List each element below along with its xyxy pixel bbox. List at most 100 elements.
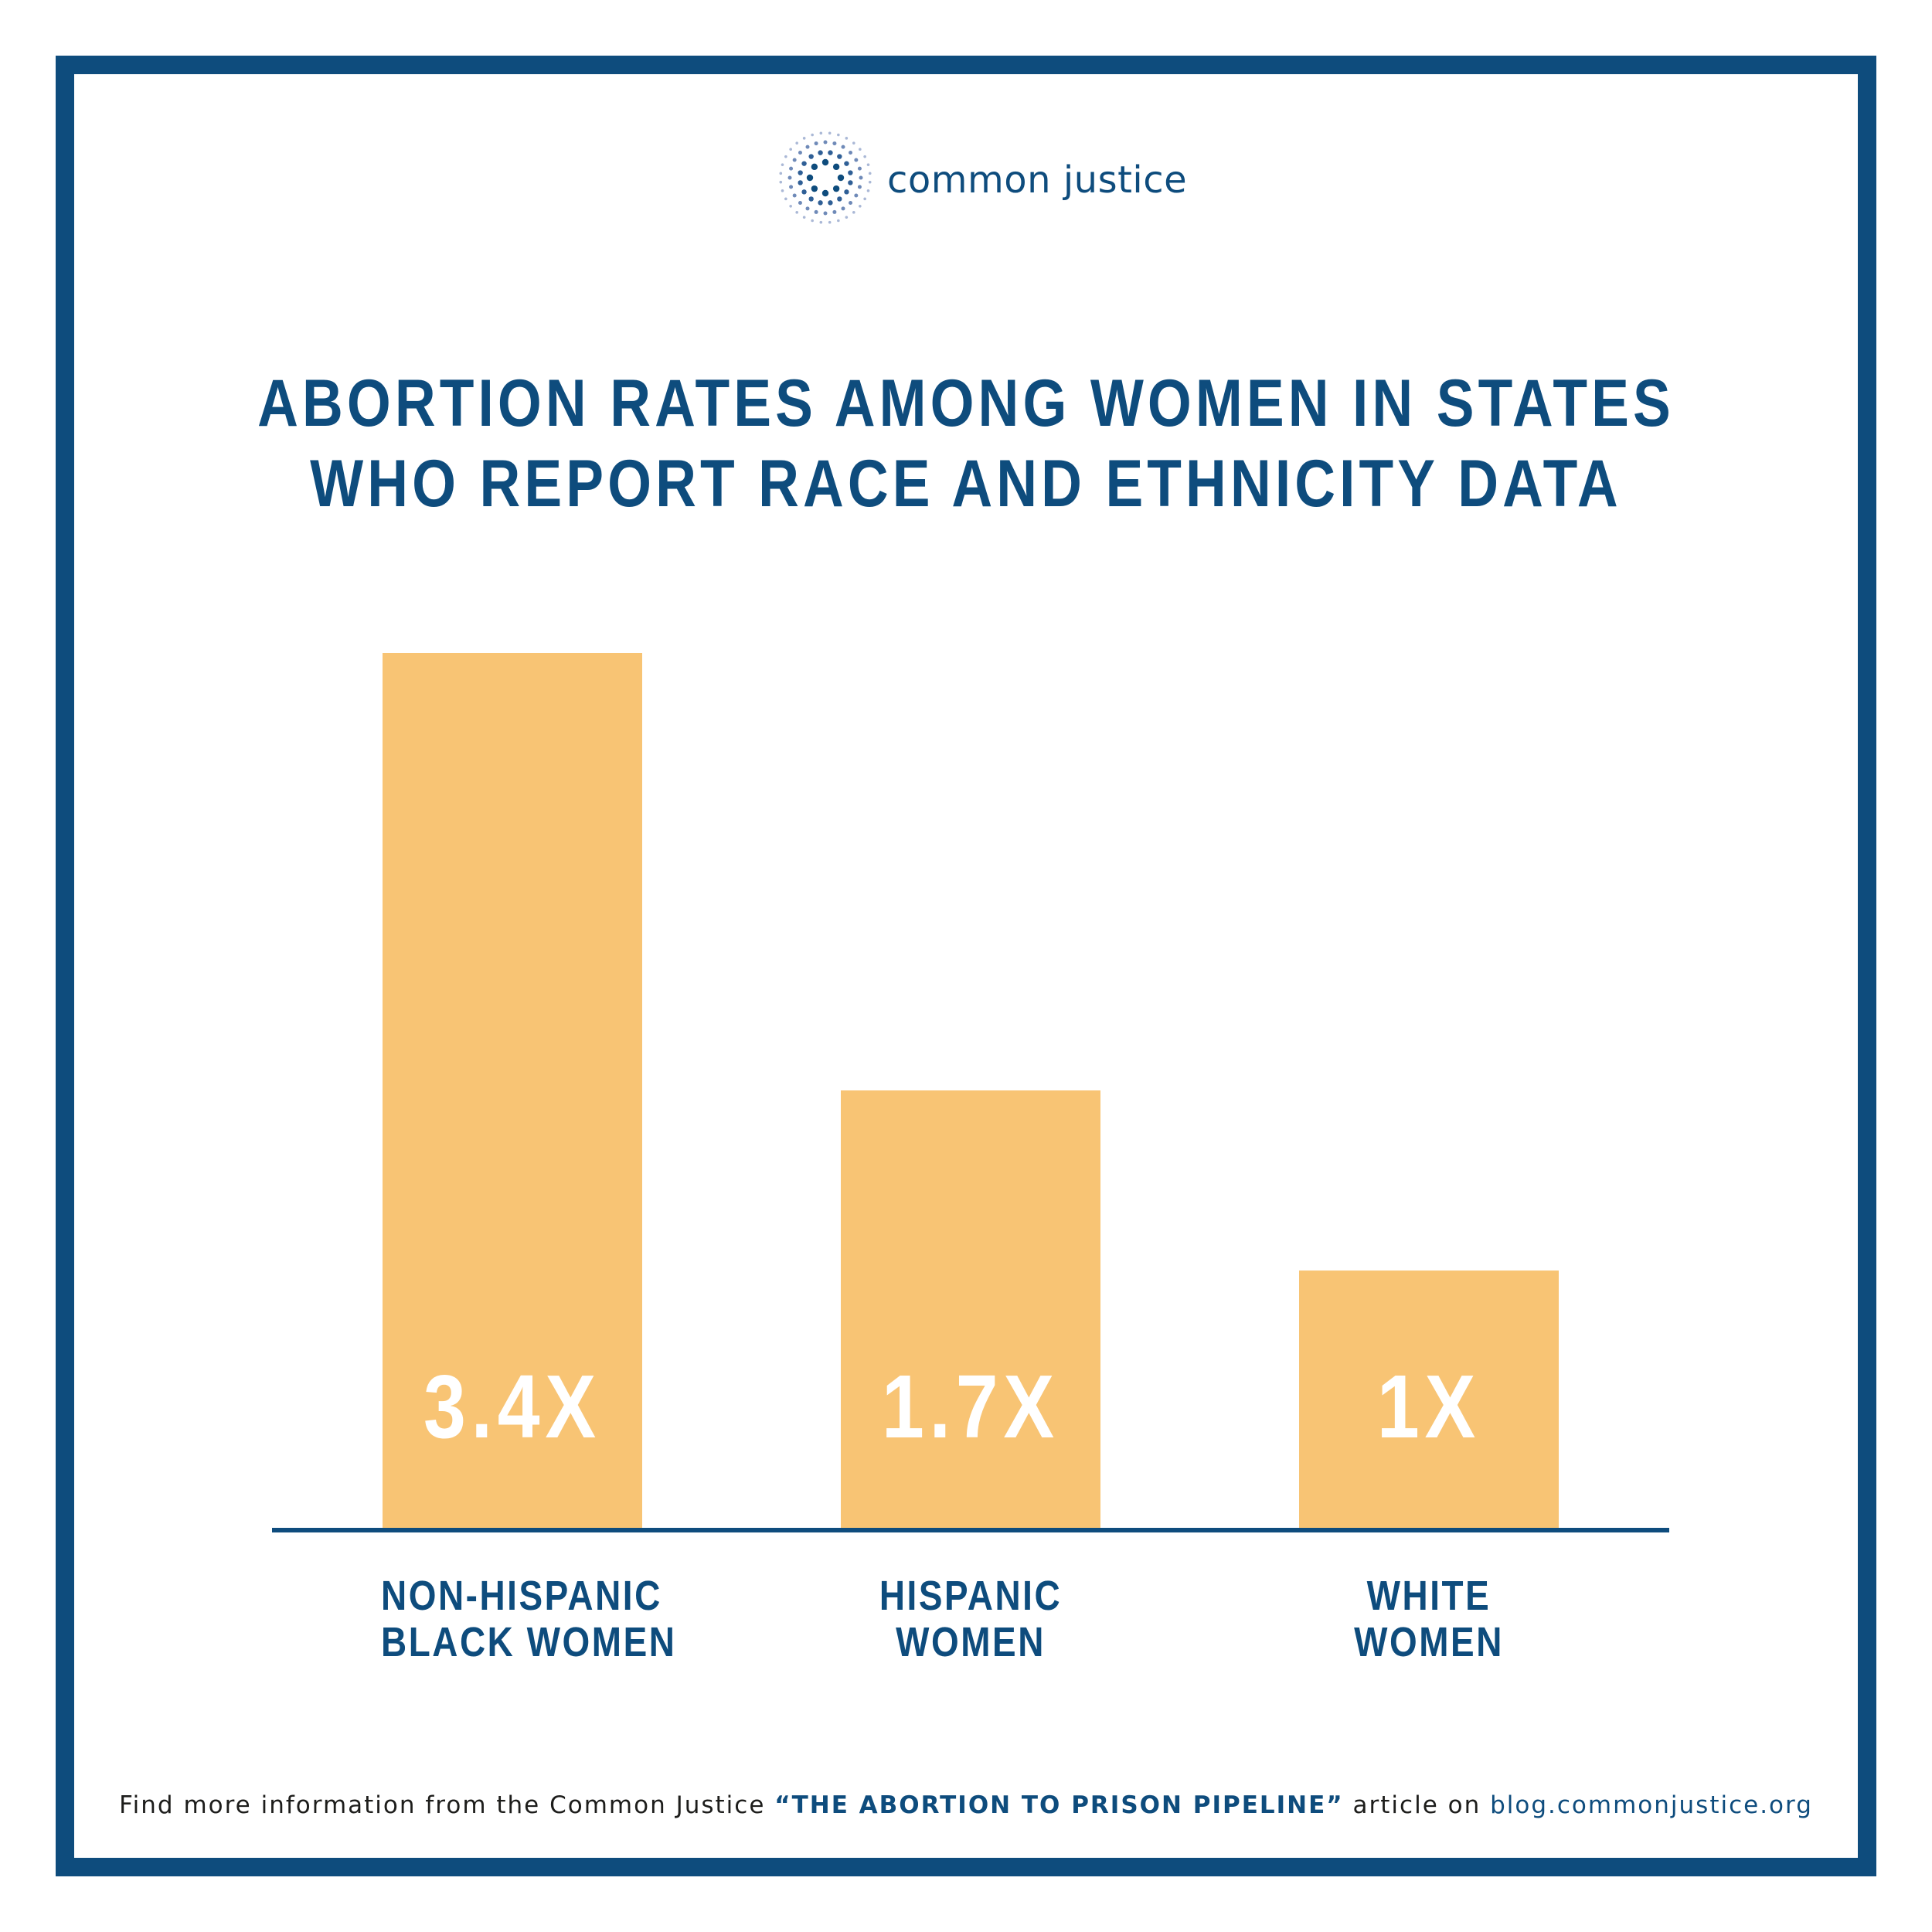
logo-dot <box>828 150 833 155</box>
logo-dot <box>866 189 870 192</box>
logo-dot <box>848 170 853 175</box>
logo-dot <box>837 219 840 223</box>
category-label-line-1: NON-HISPANIC <box>381 1573 662 1619</box>
logo-dot <box>798 170 803 175</box>
bar-value-label-2: 1X <box>1377 1356 1481 1456</box>
logo-dot <box>789 185 794 189</box>
logo-dot <box>837 154 842 159</box>
logo-dot <box>789 148 792 151</box>
sunburst-logo-icon <box>779 131 872 224</box>
logo-dot <box>868 172 872 175</box>
logo-dot <box>819 220 823 224</box>
logo-dot <box>811 185 818 192</box>
logo-dot <box>818 200 823 206</box>
logo-dot <box>832 185 840 192</box>
logo-dot <box>784 197 787 201</box>
logo-dot <box>837 174 845 182</box>
category-label-line-2: WOMEN <box>896 1619 1046 1665</box>
logo-dot <box>852 141 855 145</box>
logo-dot <box>841 145 845 149</box>
logo-dot <box>823 140 828 145</box>
logo-dot <box>863 155 866 158</box>
logo-dot <box>801 161 807 166</box>
logo-dot <box>828 131 832 135</box>
category-label-0: NON-HISPANIC BLACK WOMEN <box>358 1573 677 1665</box>
logo-dot <box>854 158 859 162</box>
footer-link[interactable]: blog.commonjustice.org <box>1490 1791 1813 1819</box>
title-line-1: ABORTION RATES AMONG WOMEN IN STATES <box>257 366 1675 440</box>
logo-dot <box>837 196 842 202</box>
bar-0 <box>383 653 642 1528</box>
logo-dot <box>784 155 787 158</box>
bar-value-label-1: 1.7X <box>882 1356 1060 1456</box>
logo-dot <box>866 163 870 166</box>
logo-dot <box>781 189 784 192</box>
logo-dot <box>844 189 849 195</box>
logo-dot <box>814 209 818 214</box>
bar-2 <box>1299 1270 1559 1528</box>
logo-dot <box>841 206 845 211</box>
logo-dot <box>828 200 833 206</box>
logo-dot <box>801 189 807 195</box>
logo-dot <box>832 163 840 171</box>
logo-dot <box>823 211 828 216</box>
logo-dot <box>787 175 792 180</box>
logo-dot <box>845 137 849 140</box>
logo-dot <box>811 163 818 171</box>
logo-dot <box>828 220 832 224</box>
logo-dot <box>789 204 792 208</box>
logo-dot <box>821 158 829 166</box>
brand-name: common justice <box>887 158 1188 202</box>
category-label-line-1: HISPANIC <box>879 1573 1063 1619</box>
logo-dot <box>805 206 810 211</box>
logo-dot <box>789 166 794 171</box>
logo-dot <box>832 141 837 146</box>
logo-dot <box>819 131 823 135</box>
logo-dot <box>857 166 862 171</box>
logo-dot <box>802 137 806 140</box>
logo-dot <box>802 216 806 219</box>
logo-dot <box>781 163 784 166</box>
bar-value-label-0: 3.4X <box>423 1356 601 1456</box>
footer-article-title: “THE ABORTION TO PRISON PIPELINE” <box>774 1791 1344 1819</box>
footer-note: Find more information from the Common Ju… <box>0 1791 1932 1819</box>
bar-1 <box>841 1090 1100 1528</box>
logo-dot <box>849 201 853 206</box>
logo-dot <box>811 219 814 223</box>
logo-dot <box>854 193 859 198</box>
title-line-2: WHO REPORT RACE AND ETHNICITY DATA <box>310 447 1622 521</box>
logo-dot <box>798 150 802 155</box>
logo-dot <box>818 150 823 155</box>
logo-dot <box>845 216 849 219</box>
logo-dot <box>798 201 802 206</box>
logo-dot <box>844 161 849 166</box>
logo-dot <box>814 141 818 146</box>
page-title: ABORTION RATES AMONG WOMEN IN STATES WHO… <box>0 363 1932 524</box>
logo-dot <box>832 209 837 214</box>
logo-dot <box>792 158 797 162</box>
footer-prefix: Find more information from the Common Ju… <box>119 1791 775 1819</box>
category-label-line-2: WOMEN <box>1354 1619 1504 1665</box>
logo-dot <box>795 211 799 214</box>
logo-dot <box>837 133 840 137</box>
logo-dot <box>863 197 866 201</box>
logo-dot <box>779 180 783 184</box>
brand-logo: common justice <box>0 128 1932 236</box>
logo-dot <box>852 211 855 214</box>
logo-dot <box>849 150 853 155</box>
logo-dot <box>821 189 829 197</box>
border-frame <box>56 56 1876 1876</box>
logo-dot <box>848 180 853 185</box>
logo-dot <box>859 204 862 208</box>
logo-dot <box>811 133 814 137</box>
logo-dot <box>857 185 862 189</box>
logo-dot <box>795 141 799 145</box>
logo-dot <box>805 145 810 149</box>
logo-dot <box>779 172 783 175</box>
logo-dot <box>806 174 814 182</box>
category-label-line-2: BLACK WOMEN <box>381 1619 677 1665</box>
logo-dot <box>808 154 814 159</box>
category-label-line-1: WHITE <box>1366 1573 1492 1619</box>
logo-dot <box>792 193 797 198</box>
